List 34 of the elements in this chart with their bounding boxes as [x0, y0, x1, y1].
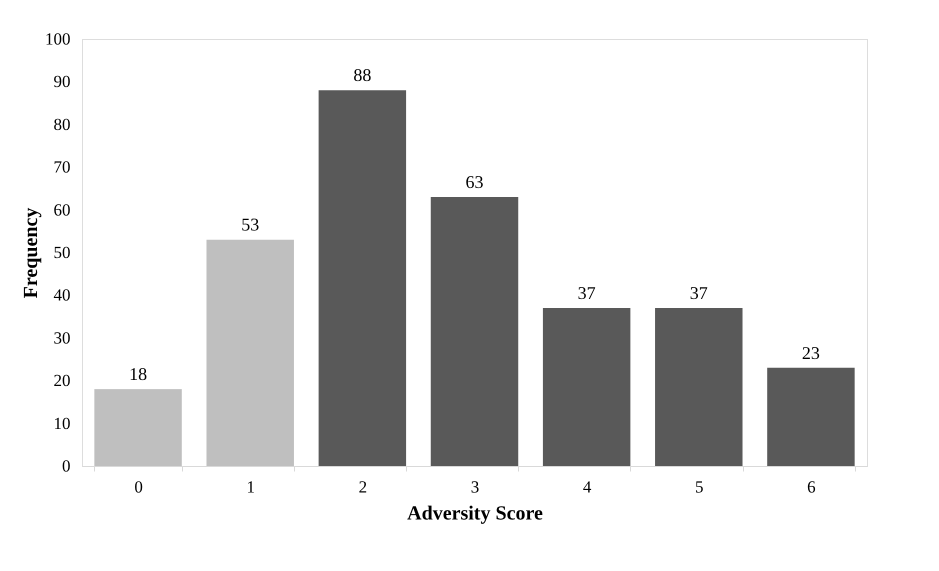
x-tick-label: 1	[246, 478, 255, 496]
data-label: 53	[241, 214, 260, 235]
bar	[318, 90, 406, 466]
x-tick-label: 2	[358, 478, 368, 496]
y-tick-label: 40	[54, 286, 70, 305]
bar	[767, 368, 855, 466]
x-tick-label: 4	[582, 478, 592, 496]
y-tick-label: 90	[54, 72, 70, 92]
x-axis-title: Adversity Score	[407, 502, 543, 524]
y-tick-label: 80	[54, 114, 70, 134]
y-tick-label: 70	[54, 158, 70, 177]
y-axis-title: Frequency	[20, 208, 42, 298]
data-label: 37	[578, 283, 596, 304]
y-tick-label: 100	[45, 30, 70, 48]
y-tick-label: 0	[62, 456, 70, 476]
x-tick-label: 0	[134, 478, 143, 496]
x-tick-label: 3	[470, 478, 480, 496]
bar	[542, 308, 630, 466]
data-label: 63	[466, 172, 484, 192]
data-label: 88	[353, 65, 372, 86]
x-tick-label: 6	[807, 478, 816, 496]
data-label: 23	[802, 342, 820, 363]
y-tick-label: 20	[54, 371, 70, 390]
bar	[206, 240, 294, 466]
y-tick-label: 60	[54, 200, 70, 220]
data-label: 18	[129, 364, 148, 384]
bar	[430, 196, 518, 466]
y-tick-label: 50	[54, 243, 70, 262]
bar	[94, 389, 182, 466]
x-tick-label: 5	[695, 478, 704, 496]
bar	[655, 308, 743, 466]
y-tick-label: 10	[54, 414, 70, 433]
y-tick-label: 30	[54, 328, 70, 348]
data-label: 37	[690, 283, 708, 304]
